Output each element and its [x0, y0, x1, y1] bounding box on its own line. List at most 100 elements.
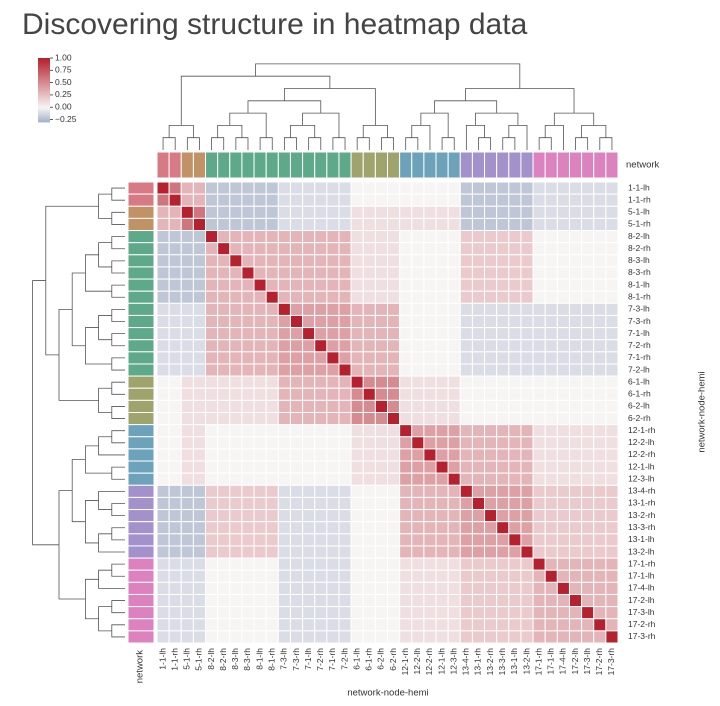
- heatmap-cell: [302, 230, 316, 244]
- heatmap-cell: [350, 460, 364, 474]
- heatmap-cell: [544, 460, 558, 474]
- heatmap-cell: [241, 436, 255, 450]
- heatmap-cell: [350, 412, 364, 426]
- heatmap-cell: [265, 363, 279, 377]
- heatmap-cell: [484, 569, 498, 583]
- heatmap-cell: [471, 509, 486, 523]
- heatmap-cell: [277, 266, 291, 280]
- heatmap-cell: [302, 363, 316, 377]
- heatmap-cell: [423, 606, 437, 620]
- row-label: 7-3-rh: [628, 316, 651, 326]
- heatmap-cell: [471, 630, 486, 644]
- col-label: 6-1-rh: [364, 648, 374, 671]
- heatmap-cell: [568, 496, 583, 511]
- heatmap-cell: [168, 181, 182, 195]
- col-label: 17-3-lh: [582, 648, 592, 675]
- col-color: [496, 151, 510, 179]
- col-color: [423, 151, 437, 179]
- heatmap-cell: [229, 569, 243, 583]
- heatmap-cell: [411, 290, 425, 304]
- heatmap-cell: [593, 242, 607, 256]
- heatmap-cell: [544, 314, 558, 329]
- heatmap-cell: [605, 314, 619, 329]
- heatmap-cell: [593, 460, 607, 474]
- heatmap-cell: [374, 254, 388, 268]
- heatmap-cell: [350, 290, 364, 304]
- heatmap-cell: [229, 424, 243, 438]
- row-label: 1-1-rh: [628, 194, 651, 204]
- heatmap-cell: [496, 351, 510, 365]
- heatmap-cell: [496, 193, 510, 207]
- heatmap-cell: [532, 509, 546, 523]
- heatmap-cell: [374, 618, 388, 632]
- heatmap-cell: [241, 327, 255, 341]
- heatmap-cell: [314, 399, 328, 413]
- heatmap-cell: [556, 593, 570, 608]
- heatmap-cell: [484, 205, 498, 219]
- heatmap-cell: [326, 448, 340, 462]
- heatmap-cell: [605, 278, 619, 292]
- heatmap-cell: [374, 205, 388, 219]
- dendrogram-top: [332, 137, 346, 150]
- heatmap-cell: [253, 339, 267, 353]
- heatmap-cell: [447, 618, 461, 632]
- heatmap-cell: [484, 581, 498, 595]
- heatmap-cell: [253, 569, 267, 583]
- heatmap-cell: [156, 496, 170, 511]
- heatmap-cell: [459, 484, 473, 498]
- heatmap-cell: [593, 618, 607, 632]
- heatmap-cell: [205, 387, 219, 401]
- heatmap-cell: [289, 448, 304, 462]
- heatmap-cell: [593, 496, 607, 511]
- heatmap-cell: [484, 521, 498, 535]
- col-label: 8-1-lh: [254, 648, 264, 670]
- heatmap-cell: [387, 387, 401, 401]
- heatmap-cell: [556, 460, 570, 474]
- heatmap-cell: [496, 460, 510, 474]
- heatmap-cell: [205, 412, 219, 426]
- heatmap-cell: [217, 375, 231, 389]
- heatmap-cell: [229, 412, 243, 426]
- heatmap-cell: [447, 581, 461, 595]
- heatmap-cell: [556, 314, 570, 329]
- heatmap-cell: [217, 351, 231, 365]
- heatmap-cell: [338, 327, 352, 341]
- heatmap-cell: [314, 351, 328, 365]
- heatmap-cell: [496, 593, 510, 608]
- heatmap-cell: [568, 472, 583, 486]
- heatmap-cell: [568, 290, 583, 304]
- col-color: [435, 151, 449, 179]
- heatmap-cell: [605, 327, 619, 341]
- heatmap-cell: [593, 327, 607, 341]
- heatmap-cell: [496, 472, 510, 486]
- heatmap-cell: [399, 193, 413, 207]
- heatmap-cell: [508, 278, 522, 292]
- heatmap-cell: [544, 606, 558, 620]
- heatmap-cell: [314, 266, 328, 280]
- heatmap-cell: [277, 363, 291, 377]
- heatmap-cell: [168, 618, 182, 632]
- heatmap-cell: [156, 266, 170, 280]
- col-color: [568, 151, 583, 179]
- heatmap-cell: [544, 230, 558, 244]
- colorbar-step: [38, 80, 50, 82]
- heatmap-cell: [289, 460, 304, 474]
- heatmap-cell: [374, 363, 388, 377]
- heatmap-cell: [192, 217, 207, 232]
- heatmap-cell: [253, 193, 267, 207]
- heatmap-cell: [192, 230, 207, 244]
- heatmap-cell: [277, 521, 291, 535]
- heatmap-cell: [399, 618, 413, 632]
- colorbar-step: [38, 104, 50, 106]
- heatmap-cell: [289, 533, 304, 547]
- heatmap-cell: [484, 399, 498, 413]
- heatmap-cell: [314, 509, 328, 523]
- heatmap-cell: [277, 630, 291, 644]
- col-label: 12-2-lh: [412, 648, 422, 675]
- colorbar-step: [38, 85, 50, 87]
- heatmap-cell: [217, 412, 231, 426]
- heatmap-cell: [411, 581, 425, 595]
- heatmap-cell: [302, 569, 316, 583]
- heatmap-cell: [289, 302, 304, 316]
- heatmap-cell: [302, 606, 316, 620]
